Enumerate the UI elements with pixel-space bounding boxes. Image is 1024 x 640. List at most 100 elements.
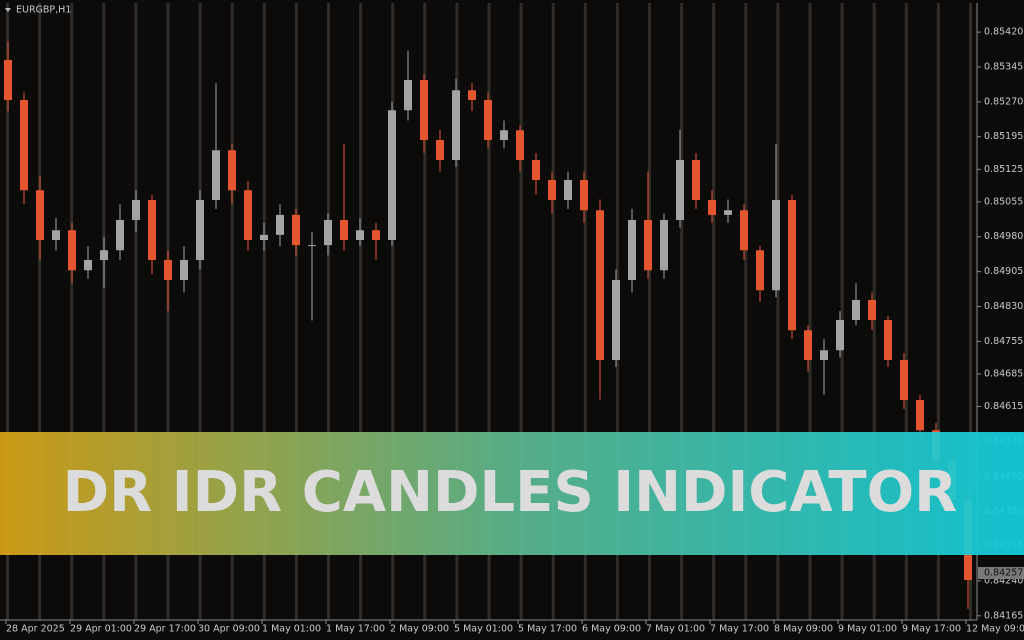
- y-tick-label: 0.84980: [984, 231, 1023, 242]
- candle-body: [436, 140, 444, 160]
- candle-body: [164, 260, 172, 280]
- session-band: [198, 3, 202, 620]
- session-band: [744, 3, 748, 620]
- session-band: [166, 3, 170, 620]
- x-tick-label: 30 Apr 09:00: [198, 624, 260, 635]
- candle-body: [708, 200, 716, 215]
- x-tick-label: 28 Apr 2025: [6, 624, 65, 635]
- x-tick-label: 1 May 01:00: [262, 624, 321, 635]
- candle-body: [820, 350, 828, 360]
- session-band: [487, 3, 491, 620]
- session-band: [134, 3, 138, 620]
- candle-body: [228, 150, 236, 191]
- session-band: [327, 3, 330, 620]
- y-tick-label: 0.84165: [984, 610, 1023, 621]
- y-tick-label: 0.85270: [984, 96, 1023, 107]
- title-banner: [0, 432, 1024, 555]
- session-band: [359, 3, 363, 620]
- candle-body: [340, 220, 348, 240]
- candle-body: [612, 280, 620, 360]
- candle-body: [116, 220, 124, 251]
- session-band: [455, 3, 459, 620]
- x-tick-label: 8 May 09:00: [774, 624, 833, 635]
- candle-body: [20, 100, 28, 191]
- x-tick-label: 9 May 17:00: [902, 624, 961, 635]
- candle-body: [132, 200, 140, 220]
- y-tick-label: 0.84755: [984, 336, 1023, 347]
- y-tick-label: 0.85125: [984, 164, 1023, 175]
- x-tick-label: 1 May 17:00: [326, 624, 385, 635]
- candle-body: [52, 230, 60, 240]
- session-band: [102, 3, 106, 620]
- candle-body: [596, 210, 604, 360]
- y-tick-label: 0.85055: [984, 196, 1023, 207]
- session-band: [840, 3, 844, 620]
- session-band: [680, 3, 684, 620]
- candle-body: [324, 220, 332, 246]
- candle-body: [692, 160, 700, 200]
- session-band: [969, 3, 972, 620]
- session-band: [648, 3, 651, 620]
- candle-body: [404, 80, 412, 111]
- candle-body: [756, 250, 764, 291]
- candle-body: [292, 214, 300, 246]
- session-band: [230, 3, 234, 620]
- candle-body: [68, 230, 76, 271]
- candle-body: [532, 160, 540, 180]
- session-band: [712, 3, 716, 620]
- session-band: [936, 3, 940, 620]
- session-band: [776, 3, 780, 620]
- candle-body: [244, 190, 252, 240]
- candle-body: [84, 260, 92, 271]
- candle-body: [148, 200, 156, 260]
- candle-body: [484, 100, 492, 140]
- candle-body: [516, 130, 524, 160]
- y-tick-label: 0.84615: [984, 401, 1023, 412]
- candle-body: [900, 360, 908, 400]
- y-tick-label: 0.85420: [984, 27, 1023, 38]
- y-tick-label: 0.85195: [984, 131, 1023, 142]
- session-band: [519, 3, 523, 620]
- last-price-label: 0.84257: [984, 568, 1023, 579]
- y-tick-label: 0.84685: [984, 368, 1023, 379]
- session-bands: [6, 3, 972, 620]
- candle-body: [644, 220, 652, 271]
- candle-body: [372, 230, 380, 240]
- candle-body: [196, 200, 204, 260]
- session-band: [6, 3, 9, 620]
- candle-body: [580, 180, 588, 211]
- session-band: [38, 3, 42, 620]
- candle-body: [452, 90, 460, 160]
- candle-body: [308, 245, 316, 247]
- candle-body: [740, 210, 748, 251]
- y-tick-label: 0.84830: [984, 301, 1023, 312]
- candle-body: [548, 180, 556, 200]
- candle-body: [676, 160, 684, 220]
- session-band: [904, 3, 908, 620]
- x-tick-label: 2 May 09:00: [390, 624, 449, 635]
- y-tick-label: 0.84905: [984, 266, 1023, 277]
- candle-body: [212, 150, 220, 200]
- banner-title: DR IDR CANDLES INDICATOR: [63, 460, 958, 525]
- session-band: [583, 3, 587, 620]
- session-band: [262, 3, 266, 620]
- x-tick-label: 6 May 09:00: [582, 624, 641, 635]
- y-tick-label: 0.84240: [984, 575, 1023, 586]
- session-band: [551, 3, 555, 620]
- candle-body: [100, 250, 108, 260]
- x-tick-label: 29 Apr 17:00: [134, 624, 196, 635]
- candle-body: [868, 300, 876, 320]
- candle-body: [804, 330, 812, 360]
- x-tick-label: 5 May 01:00: [454, 624, 513, 635]
- symbol-label: EURGBP,H1: [16, 5, 71, 16]
- candle-body: [276, 214, 284, 235]
- candle-body: [180, 260, 188, 280]
- candle-body: [884, 320, 892, 360]
- candle-body: [468, 90, 476, 100]
- candle-body: [4, 60, 12, 100]
- x-tick-label: 9 May 01:00: [838, 624, 897, 635]
- candle-body: [420, 80, 428, 140]
- x-tick-label: 29 Apr 01:00: [70, 624, 132, 635]
- session-band: [294, 3, 298, 620]
